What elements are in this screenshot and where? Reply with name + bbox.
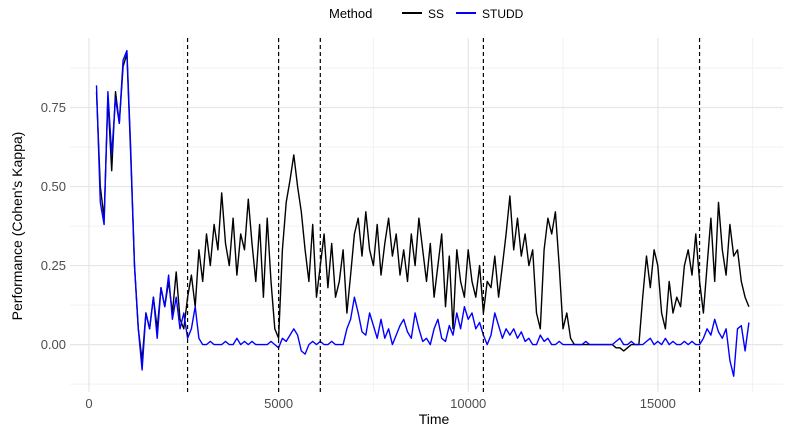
y-axis-ticks: 0.00 0.25 0.50 0.75 xyxy=(41,100,66,352)
x-tick-label: 15000 xyxy=(640,396,676,411)
legend-title: Method xyxy=(329,6,372,21)
y-tick-label: 0.50 xyxy=(41,179,66,194)
x-tick-label: 10000 xyxy=(450,396,486,411)
y-tick-label: 0.75 xyxy=(41,100,66,115)
grid-minor xyxy=(70,38,783,392)
y-axis-label: Performance (Cohen's Kappa) xyxy=(9,132,25,321)
x-axis-ticks: 0 5000 10000 15000 xyxy=(85,396,676,411)
series-layer xyxy=(95,49,750,377)
x-tick-label: 0 xyxy=(85,396,92,411)
x-tick-label: 5000 xyxy=(264,396,293,411)
y-tick-label: 0.00 xyxy=(41,337,66,352)
legend-label-studd: STUDD xyxy=(482,7,524,21)
legend-label-ss: SS xyxy=(428,7,444,21)
y-tick-label: 0.25 xyxy=(41,258,66,273)
x-axis-label: Time xyxy=(419,411,450,427)
legend: Method SS STUDD xyxy=(329,6,524,21)
series-line-studd xyxy=(95,49,750,377)
series-line-ss xyxy=(95,53,750,362)
vline-layer xyxy=(186,38,701,392)
